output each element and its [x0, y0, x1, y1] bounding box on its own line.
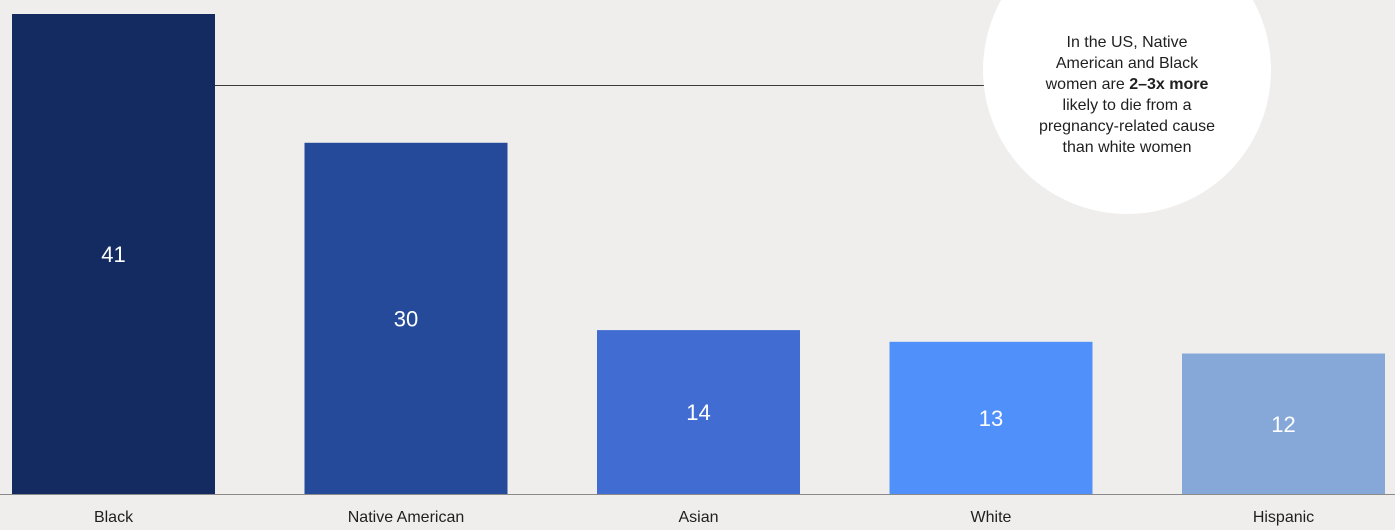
bars-group: 41 30 14 13 12 — [12, 14, 1385, 494]
category-label-asian: Asian — [678, 509, 718, 526]
bar-value-black: 41 — [101, 242, 125, 267]
category-label-white: White — [971, 509, 1012, 526]
callout-text-bold: 2–3x more — [1129, 76, 1209, 93]
callout-text-before: In the US, Native American and Black wom… — [1045, 34, 1199, 93]
category-labels-group: Black Native American Asian White Hispanic — [94, 509, 1314, 526]
bar-asian — [597, 330, 800, 494]
callout-text: In the US, Native American and Black wom… — [1035, 32, 1219, 158]
bar-hispanic — [1182, 353, 1385, 494]
category-label-hispanic: Hispanic — [1253, 509, 1314, 526]
callout-text-after: likely to die from a pregnancy-related c… — [1038, 97, 1216, 156]
bar-value-native-american: 30 — [394, 306, 418, 331]
bar-value-asian: 14 — [686, 400, 710, 425]
bar-black — [12, 14, 215, 494]
bar-value-hispanic: 12 — [1271, 412, 1295, 437]
category-label-black: Black — [94, 509, 134, 526]
bar-white — [889, 341, 1093, 494]
bar-native-american — [304, 142, 508, 494]
category-label-native-american: Native American — [348, 509, 465, 526]
bar-value-white: 13 — [979, 406, 1003, 431]
